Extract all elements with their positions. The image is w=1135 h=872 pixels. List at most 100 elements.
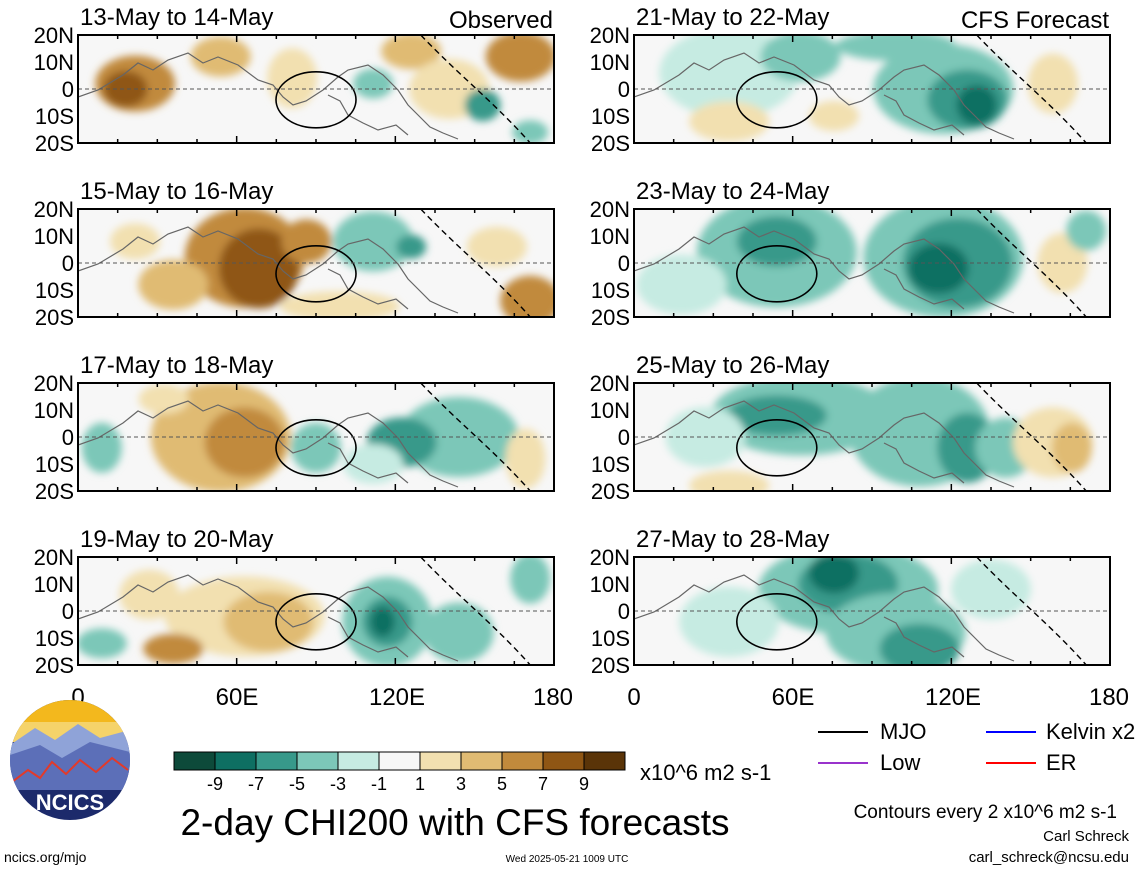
anomaly-blob bbox=[951, 559, 1031, 620]
anomaly-blob bbox=[879, 623, 960, 665]
anomaly-blob bbox=[78, 628, 127, 659]
ncics-logo: NCICS bbox=[10, 700, 130, 820]
figure-title: 2-day CHI200 with CFS forecasts bbox=[180, 802, 729, 843]
colorbar-swatch bbox=[296, 751, 339, 771]
coastlines bbox=[78, 226, 459, 314]
colorbar-tick-label: -9 bbox=[207, 774, 223, 794]
lat-label: 10S bbox=[591, 104, 630, 129]
contour-solid bbox=[735, 418, 818, 477]
panel-date-label: 27-May to 28-May bbox=[636, 526, 829, 553]
contour-solid bbox=[735, 592, 818, 651]
anomaly-blob bbox=[190, 36, 251, 77]
anomaly-blob bbox=[835, 35, 956, 61]
lat-label: 20N bbox=[590, 197, 630, 222]
anomaly-blob bbox=[510, 557, 551, 604]
lat-label: 10S bbox=[591, 278, 630, 303]
author-name: Carl Schreck bbox=[1043, 828, 1129, 845]
lat-label: 10S bbox=[35, 104, 74, 129]
observed-label: Observed bbox=[449, 7, 553, 34]
lat-label: 0 bbox=[62, 425, 74, 450]
anomaly-blob bbox=[679, 586, 780, 657]
lat-label: 20N bbox=[34, 545, 74, 570]
anomaly-blob bbox=[512, 120, 549, 143]
contour-solid bbox=[275, 592, 357, 651]
lat-label: 0 bbox=[62, 77, 74, 102]
anomaly-blob bbox=[223, 591, 314, 652]
anomaly-blob bbox=[636, 254, 727, 315]
colorbar-swatch bbox=[173, 751, 216, 771]
lat-label: 20N bbox=[34, 197, 74, 222]
anomaly-blob bbox=[423, 602, 494, 663]
anomaly-blob bbox=[689, 101, 770, 142]
panel-date-label: 15-May to 16-May bbox=[80, 178, 273, 205]
lon-label: 180 bbox=[533, 684, 573, 711]
legend: MJO Kelvin x2 Low ER bbox=[818, 719, 1135, 775]
colorbar-tick-label: -7 bbox=[248, 774, 264, 794]
anomaly-blob bbox=[1032, 581, 1093, 662]
anomaly-blob bbox=[291, 422, 341, 473]
lat-label: 0 bbox=[62, 599, 74, 624]
coastlines bbox=[634, 400, 1015, 488]
anomaly-blob bbox=[908, 243, 969, 294]
anomaly-blob bbox=[505, 428, 546, 489]
lat-label: 20S bbox=[35, 305, 74, 330]
lat-label: 20S bbox=[591, 131, 630, 156]
anomaly-blob bbox=[110, 223, 161, 260]
colorbar-tick-label: 5 bbox=[497, 774, 507, 794]
colorbar-tick-label: 3 bbox=[456, 774, 466, 794]
colorbar-tick-label: -1 bbox=[371, 774, 387, 794]
lat-label: 20N bbox=[590, 545, 630, 570]
panel-date-label: 19-May to 20-May bbox=[80, 526, 273, 553]
lat-label: 0 bbox=[618, 599, 630, 624]
lat-label: 20N bbox=[34, 23, 74, 48]
panel-date-label: 13-May to 14-May bbox=[80, 4, 273, 31]
colorbar-swatch bbox=[583, 751, 626, 771]
contour-solid bbox=[735, 244, 818, 303]
panel-date-label: 23-May to 24-May bbox=[636, 178, 829, 205]
lon-label: 60E bbox=[772, 684, 815, 711]
anomaly-blob bbox=[119, 569, 180, 620]
lat-label: 10N bbox=[34, 398, 74, 423]
lat-label: 10S bbox=[35, 452, 74, 477]
lat-label: 0 bbox=[618, 77, 630, 102]
lat-label: 10N bbox=[34, 572, 74, 597]
colorbar-tick-label: -5 bbox=[289, 774, 305, 794]
colorbar-swatch bbox=[214, 751, 257, 771]
anomaly-blob bbox=[279, 291, 400, 317]
coastlines bbox=[78, 400, 459, 488]
lon-label: 180 bbox=[1089, 684, 1129, 711]
lat-label: 20N bbox=[590, 23, 630, 48]
timestamp: Wed 2025-05-21 1009 UTC bbox=[506, 854, 629, 865]
anomaly-blob bbox=[956, 85, 997, 126]
anomaly-blob bbox=[370, 606, 395, 637]
colorbar-tick-label: 7 bbox=[538, 774, 548, 794]
anomaly-field bbox=[110, 209, 554, 317]
anomaly-field bbox=[679, 557, 1093, 665]
lat-label: 10S bbox=[35, 626, 74, 651]
anomaly-blob bbox=[736, 216, 817, 267]
panel-date-label: 21-May to 22-May bbox=[636, 4, 829, 31]
anomaly-blob bbox=[218, 228, 299, 309]
anomaly-blob bbox=[381, 35, 442, 70]
lat-label: 0 bbox=[618, 251, 630, 276]
forecast-label: CFS Forecast bbox=[961, 7, 1109, 34]
lat-label: 20N bbox=[34, 371, 74, 396]
colorbar-swatch bbox=[542, 751, 585, 771]
lat-label: 10N bbox=[34, 50, 74, 75]
lat-label: 0 bbox=[618, 425, 630, 450]
anomaly-field bbox=[78, 557, 551, 665]
colorbar-tick-label: 1 bbox=[415, 774, 425, 794]
lat-label: 20S bbox=[35, 653, 74, 678]
lat-label: 20S bbox=[591, 479, 630, 504]
lat-label: 20S bbox=[591, 653, 630, 678]
anomaly-blob bbox=[333, 211, 414, 272]
anomaly-blob bbox=[689, 470, 770, 491]
